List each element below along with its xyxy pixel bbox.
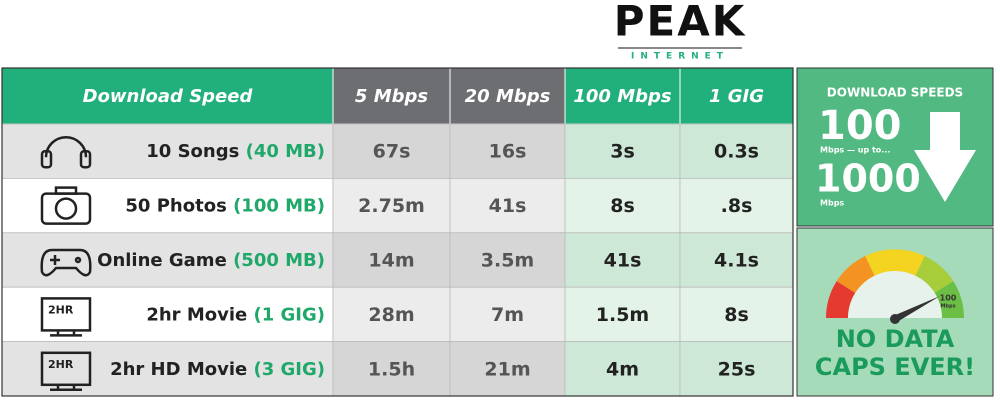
row-cell	[332, 341, 451, 397]
gauge-unit: Mbps	[940, 304, 955, 310]
row-size: (1 GIG)	[254, 304, 326, 325]
time-cell: 1.5h	[368, 358, 415, 380]
speed-panel	[796, 67, 994, 227]
time-cell: 4m	[606, 358, 639, 380]
slogan: NO DATA	[836, 325, 955, 353]
row-size: (500 MB)	[233, 250, 325, 271]
time-cell: 16s	[489, 141, 527, 163]
row-name: 50 Photos	[125, 196, 226, 217]
row-cell	[332, 232, 451, 288]
row-cell	[564, 286, 681, 343]
header-cell	[332, 67, 451, 125]
gauge	[826, 249, 964, 319]
gauge-segment	[865, 249, 925, 277]
icon-gamepad	[50, 255, 60, 265]
gauge-value: 100	[940, 294, 957, 303]
header-text: Download Speed	[83, 86, 254, 107]
time-cell: 41s	[489, 195, 527, 217]
row-label: Online Game (500 MB)	[97, 250, 325, 271]
time-cell: 41s	[604, 250, 642, 272]
header-text: 20 Mbps	[465, 86, 551, 107]
time-cell: 0.3s	[714, 141, 759, 163]
time-cell: 3.5m	[481, 250, 534, 272]
icon-headphones	[40, 149, 53, 169]
logo-tagline: INTERNET	[631, 52, 729, 62]
row-cell	[564, 177, 681, 234]
row-name: Online Game	[97, 250, 227, 271]
row-cell	[332, 177, 451, 234]
slogan: CAPS EVER!	[815, 353, 975, 381]
row-label: 2hr HD Movie (3 GIG)	[110, 359, 325, 380]
table-border	[1, 67, 794, 397]
time-cell: 4.1s	[714, 250, 759, 272]
row-cell	[679, 232, 794, 288]
icon-tv	[50, 384, 82, 392]
panel-to: 1000	[815, 157, 921, 201]
gauge-segment	[914, 256, 954, 294]
icon-camera	[54, 186, 78, 195]
icon-tv	[40, 351, 92, 387]
time-cell: 8s	[724, 304, 749, 326]
time-cell: 25s	[718, 358, 756, 380]
row-size: (40 MB)	[246, 141, 325, 162]
header-text: 1 GIG	[709, 86, 764, 107]
row-size: (3 GIG)	[254, 359, 326, 380]
time-cell: 2.75m	[358, 195, 425, 217]
time-cell: 28m	[368, 304, 414, 326]
icon-tv	[40, 297, 92, 332]
time-cell: 3s	[610, 141, 635, 163]
down-arrow	[914, 112, 976, 202]
row-size: (100 MB)	[233, 196, 325, 217]
icon-camera	[54, 197, 78, 220]
panel-from: 100	[818, 103, 902, 149]
time-cell: 67s	[373, 141, 411, 163]
time-cell: 1.5m	[596, 304, 649, 326]
row-cell	[564, 123, 681, 179]
icon-headphones	[44, 136, 88, 158]
gauge-segment	[934, 281, 964, 319]
row-name: 2hr Movie	[146, 304, 247, 325]
icon-text: 2HR	[48, 303, 74, 316]
row-name: 2hr HD Movie	[110, 359, 247, 380]
row-label: 2hr Movie (1 GIG)	[146, 304, 325, 325]
gauge-needle	[893, 296, 940, 322]
row-label: 10 Songs (40 MB)	[146, 141, 325, 162]
gauge-hub	[890, 314, 900, 324]
time-cell: 14m	[368, 250, 414, 272]
panel-to-unit: Mbps	[820, 199, 844, 208]
row-cell	[449, 123, 566, 179]
table: Download Speed 5 Mbps 20 Mbps 100 Mbps 1 GIG…	[1, 67, 794, 397]
time-cell: .8s	[721, 195, 753, 217]
time-cell: 7m	[491, 304, 524, 326]
panel-title: DOWNLOAD SPEEDS	[827, 86, 963, 100]
icon-gamepad	[40, 248, 92, 277]
row-cell	[679, 123, 794, 179]
icon-text: 2HR	[48, 358, 74, 371]
row-cell	[679, 286, 794, 343]
header-text: 100 Mbps	[573, 86, 672, 107]
row-name: 10 Songs	[146, 141, 239, 162]
gauge-segment	[826, 281, 856, 319]
row-cell	[679, 177, 794, 234]
icon-gamepad	[74, 256, 82, 264]
time-cell: 21m	[484, 358, 530, 380]
header-text: 5 Mbps	[355, 86, 428, 107]
row-cell	[1, 123, 334, 179]
row-label: 50 Photos (100 MB)	[125, 196, 325, 217]
row-cell	[564, 232, 681, 288]
gauge-segment	[836, 256, 876, 294]
row-cell	[332, 286, 451, 343]
time-cell: 8s	[610, 195, 635, 217]
icon-headphones	[79, 149, 92, 169]
row-cell	[449, 232, 566, 288]
logo-name: PEAK	[614, 0, 747, 46]
panel-from-unit: Mbps — up to...	[820, 146, 890, 155]
icon-tv	[50, 330, 82, 337]
